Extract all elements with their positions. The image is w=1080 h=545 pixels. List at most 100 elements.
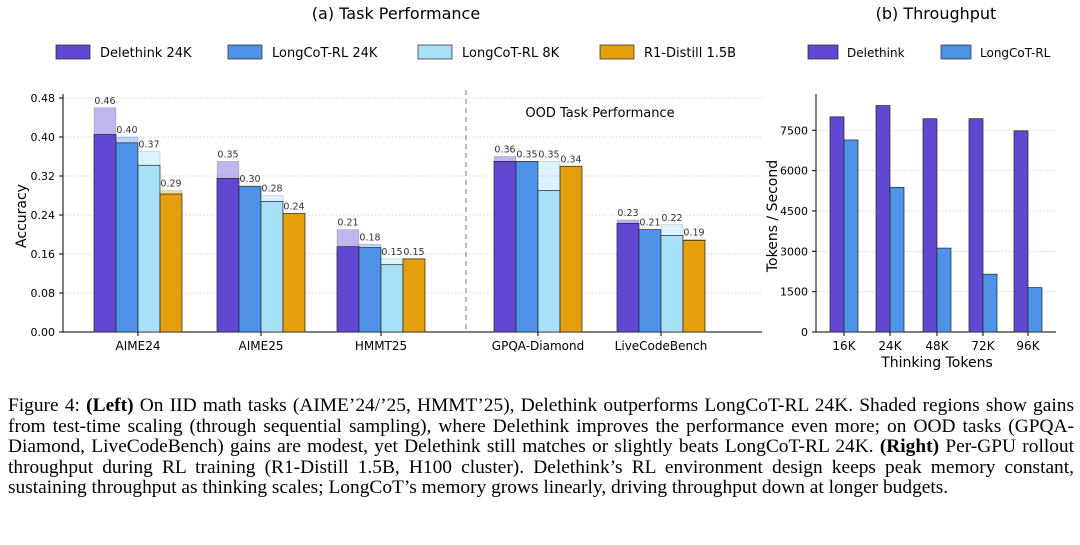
y-tick-label: 7500 (780, 124, 808, 137)
figure: (a) Task Performance (b) Throughput Dele… (14, 4, 1056, 371)
x-tick-label: GPQA-Diamond (492, 339, 584, 353)
bar-longcot-rl (982, 273, 998, 333)
data-label-delethink-24k: 0.36 (494, 145, 515, 156)
shaded-gain-longcot-rl-8k (260, 195, 284, 202)
legend-swatch-longcot-rl (940, 44, 972, 60)
bar-r1-distill-1-5b (682, 240, 706, 333)
legend-swatch-longcot-rl-24k (227, 44, 263, 60)
data-label-longcot-rl-24k: 0.40 (116, 125, 137, 136)
legend-label-longcot-rl-24k: LongCoT-RL 24K (272, 46, 378, 61)
shaded-gain-delethink-24k (616, 219, 640, 224)
legend-label-longcot-rl: LongCoT-RL (980, 46, 1051, 60)
right-panel-title: (b) Throughput (876, 4, 997, 23)
caption-left-tag: (Left) (86, 395, 134, 416)
bar-longcot-rl-8k (137, 164, 161, 333)
shaded-gain-delethink-24k (216, 161, 240, 179)
bar-longcot-rl-8k (660, 235, 684, 333)
y-tick-label: 3000 (780, 245, 808, 258)
bar-longcot-rl-8k (537, 190, 561, 333)
x-tick-label: 48K (925, 339, 949, 353)
data-label-r1-distill-1-5b: 0.24 (283, 202, 304, 213)
data-label-longcot-rl-8k: 0.15 (381, 247, 402, 258)
bar-delethink (875, 105, 891, 333)
bar-r1-distill-1-5b (402, 258, 426, 333)
legend-swatch-longcot-rl-8k (417, 44, 453, 60)
shaded-gain-longcot-rl-24k (358, 243, 382, 248)
left-y-axis-label: Accuracy (14, 184, 30, 248)
data-label-r1-distill-1-5b: 0.34 (560, 154, 581, 165)
right-legend: Delethink LongCoT-RL (807, 44, 1051, 60)
bar-longcot-rl-24k (115, 142, 139, 333)
y-tick-label: 6000 (780, 165, 808, 178)
bar-delethink (829, 116, 845, 333)
bar-longcot-rl-8k (380, 264, 404, 333)
y-tick-label: 0.08 (31, 287, 56, 300)
bar-delethink (922, 118, 938, 333)
right-x-axis-label: Thinking Tokens (880, 355, 993, 371)
caption-right-tag: (Right) (879, 436, 940, 458)
data-label-longcot-rl-8k: 0.28 (261, 184, 282, 195)
data-label-r1-distill-1-5b: 0.19 (683, 227, 704, 238)
bar-longcot-rl (936, 247, 952, 333)
legend-label-delethink: Delethink (847, 46, 905, 60)
legend-label-longcot-rl-8k: LongCoT-RL 8K (462, 46, 560, 61)
data-label-delethink-24k: 0.46 (94, 96, 115, 107)
x-tick-label: AIME25 (239, 339, 284, 353)
shaded-gain-longcot-rl-8k (137, 151, 161, 166)
left-panel-title: (a) Task Performance (312, 4, 480, 23)
y-tick-label: 1500 (780, 286, 808, 299)
left-plot-area: 0.00 0.08 0.16 0.24 0.32 0.40 0.48 0.46 0.35 0.21… (31, 90, 762, 353)
data-label-delethink-24k: 0.21 (337, 218, 358, 229)
y-tick-label: 4500 (780, 205, 808, 218)
caption-figure-label: Figure 4: (8, 395, 87, 416)
bar-longcot-rl-24k (238, 186, 262, 333)
y-tick-label: 0.24 (31, 209, 56, 222)
legend-swatch-delethink-24k (55, 44, 91, 60)
shaded-gain-delethink-24k (336, 229, 360, 247)
bar-delethink-24k (336, 246, 360, 333)
bar-longcot-rl (889, 186, 905, 333)
x-tick-label: 16K (832, 339, 856, 353)
bar-delethink (1013, 130, 1029, 333)
bar-r1-distill-1-5b (559, 165, 583, 333)
caption-text-2: Per-GPU rollout throughput during RL tra… (8, 436, 1074, 499)
x-tick-label: 96K (1016, 339, 1040, 353)
shaded-gain-longcot-rl-8k (537, 161, 561, 191)
x-tick-label: LiveCodeBench (615, 339, 708, 353)
bar-longcot-rl-24k (358, 247, 382, 333)
bar-longcot-rl-24k (638, 229, 662, 333)
x-tick-label: AIME24 (116, 339, 161, 353)
shaded-gain-longcot-rl-24k (115, 136, 139, 144)
y-tick-label: 0.16 (31, 248, 56, 261)
left-legend: Delethink 24K LongCoT-RL 24K LongCoT-RL 8K… (55, 44, 736, 61)
bar-r1-distill-1-5b (159, 193, 183, 333)
bar-longcot-rl (843, 139, 859, 333)
data-label-longcot-rl-24k: 0.35 (516, 149, 537, 160)
data-label-delethink-24k: 0.23 (617, 208, 638, 219)
bar-longcot-rl-8k (260, 201, 284, 333)
bar-longcot-rl-24k (515, 161, 539, 333)
y-tick-label: 0.00 (31, 326, 56, 339)
x-tick-label: 72K (971, 339, 995, 353)
data-label-longcot-rl-24k: 0.30 (239, 174, 260, 185)
data-label-longcot-rl-24k: 0.21 (639, 218, 660, 229)
figure-caption: Figure 4: (Left) On IID math tasks (AIME… (8, 395, 1074, 499)
bar-r1-distill-1-5b (282, 213, 306, 333)
data-label-longcot-rl-8k: 0.22 (661, 213, 682, 224)
caption-text-1: On IID math tasks (AIME’24/’25, HMMT’25)… (8, 395, 1074, 458)
legend-label-r1-distill-1-5b: R1-Distill 1.5B (644, 46, 736, 61)
y-tick-label: 0.48 (31, 92, 56, 105)
bar-delethink-24k (93, 134, 117, 333)
y-tick-label: 0.32 (31, 170, 56, 183)
data-label-r1-distill-1-5b: 0.29 (160, 179, 181, 190)
shaded-gain-delethink-24k (493, 156, 517, 162)
legend-swatch-delethink (807, 44, 839, 60)
data-label-r1-distill-1-5b: 0.15 (403, 247, 424, 258)
legend-swatch-r1-distill-1-5b (599, 44, 635, 60)
bar-delethink-24k (493, 161, 517, 333)
data-label-longcot-rl-8k: 0.35 (538, 149, 559, 160)
bar-delethink-24k (216, 178, 240, 333)
x-tick-label: HMMT25 (355, 339, 407, 353)
shaded-gain-delethink-24k (93, 107, 117, 135)
shaded-gain-longcot-rl-8k (660, 224, 684, 236)
